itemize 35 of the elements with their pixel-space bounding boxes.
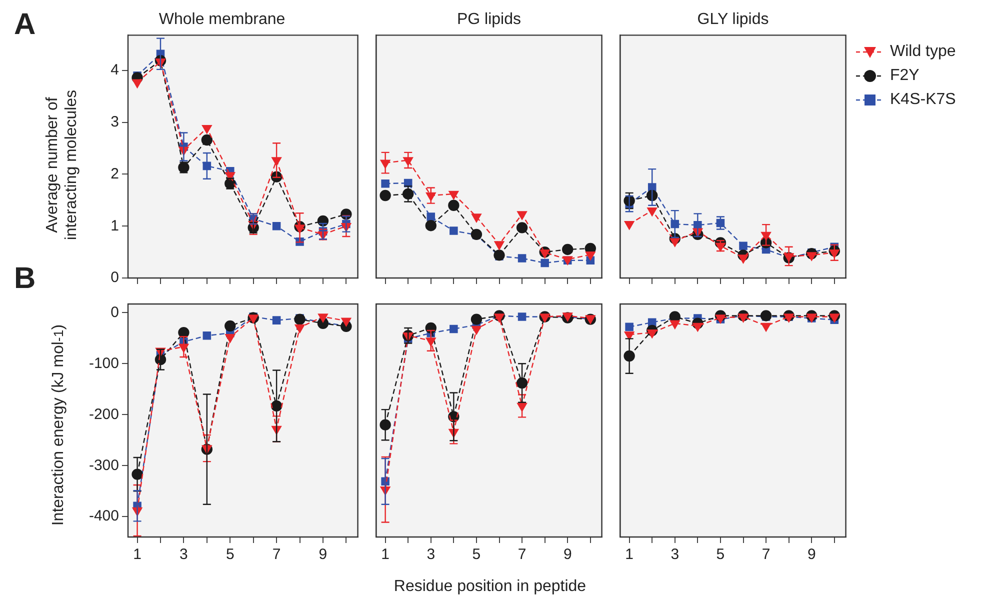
chart-title: GLY lipids <box>697 11 769 28</box>
chart-title: PG lipids <box>456 11 522 28</box>
x-tick-label: 7 <box>518 546 526 564</box>
y-tick-label: 2 <box>110 165 119 182</box>
y-tick-label: 0 <box>110 304 119 321</box>
x-tick-label: 9 <box>318 546 328 564</box>
x-tick-label: 9 <box>807 546 816 564</box>
text: B <box>14 262 36 296</box>
x-tick-label: 3 <box>670 546 680 564</box>
y-tick-label: 4 <box>110 62 119 79</box>
x-tick-label: 3 <box>426 546 436 564</box>
chart-title: Whole membrane <box>158 11 286 28</box>
y-tick-label: -200 <box>88 406 119 423</box>
legend-label: F2Y <box>890 66 920 86</box>
x-tick-label: 5 <box>716 546 725 564</box>
y-tick-label: 1 <box>110 217 119 234</box>
y-tick-label: 3 <box>110 114 119 130</box>
x-tick-label: 7 <box>762 546 770 564</box>
x-tick-label: 1 <box>625 546 634 564</box>
x-tick-label: 5 <box>226 546 234 564</box>
text: A <box>14 8 36 42</box>
x-tick-label: 7 <box>272 546 281 564</box>
y-tick-label: 0 <box>110 269 119 286</box>
x-tick-label: 5 <box>472 546 481 564</box>
y-tick-label: -400 <box>88 508 119 525</box>
x-tick-label: 1 <box>133 546 142 564</box>
x-tick-label: 1 <box>381 546 390 564</box>
x-tick-label: 3 <box>180 546 188 564</box>
x-axis-title: Residue position in peptide <box>392 578 588 596</box>
y-axis-title: Average number of interacting molecules <box>43 88 81 242</box>
x-tick-label: 9 <box>563 546 572 564</box>
y-tick-label: -100 <box>88 354 119 372</box>
legend-label: K4S-K7S <box>890 90 956 110</box>
legend-label: Wild type <box>890 42 956 62</box>
y-tick-label: -300 <box>88 456 119 474</box>
